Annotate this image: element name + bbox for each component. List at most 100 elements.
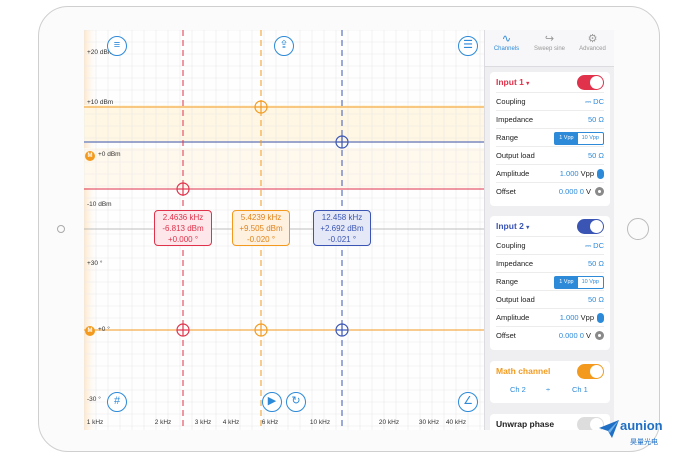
input1-offset-label: Offset: [496, 187, 516, 196]
refresh-icon: ↻: [291, 395, 301, 407]
marker-1-phase: +0.000 °: [167, 235, 199, 244]
input1-impedance-label: Impedance: [496, 115, 534, 124]
math-channel-toggle[interactable]: [577, 364, 604, 379]
input2-offset-label: Offset: [496, 331, 516, 340]
dc-icon: ⎓: [585, 241, 592, 250]
input2-amplitude-value[interactable]: 1.000 Vpp: [559, 313, 594, 322]
unwrap-phase-title: Unwrap phase: [496, 419, 555, 429]
input1-coupling-row[interactable]: Coupling ⎓ DC: [496, 92, 604, 111]
bode-plot[interactable]: +20 dBm +10 dBm +0 dBm -10 dBm +30 ° +0 …: [84, 30, 484, 430]
input1-impedance-value[interactable]: 50 Ω: [587, 115, 604, 124]
input1-amplitude-label: Amplitude: [496, 169, 530, 178]
input1-output-load-value[interactable]: 50 Ω: [587, 151, 604, 160]
settings-sliders-button[interactable]: ☰: [458, 36, 478, 56]
y-label-0dbm: +0 dBm: [98, 151, 121, 158]
input2-coupling-row[interactable]: Coupling ⎓ DC: [496, 236, 604, 255]
input2-title[interactable]: Input 2 ▾: [496, 221, 530, 231]
unwrap-phase-toggle[interactable]: [577, 417, 604, 430]
input2-offset-gear-icon[interactable]: [595, 331, 604, 340]
input1-toggle[interactable]: [577, 75, 604, 90]
input2-range-1vpp[interactable]: 1 Vpp: [555, 277, 578, 288]
x-label-1khz: 1 kHz: [86, 419, 104, 426]
input1-range-10vpp[interactable]: 10 Vpp: [581, 135, 599, 141]
measure-button[interactable]: ∠: [458, 392, 478, 412]
marker-1-freq: 2.4636 kHz: [162, 213, 204, 222]
play-pause-icon: ▶: [267, 395, 277, 407]
y-label-minus10dbm: -10 dBm: [87, 201, 112, 208]
input1-offset-value[interactable]: 0.000 0 V: [558, 187, 591, 196]
input1-offset-gear-icon[interactable]: [595, 187, 604, 196]
y-label-20dbm: +20 dBm: [87, 49, 114, 56]
input2-output-load-row[interactable]: Output load 50 Ω: [496, 290, 604, 309]
input2-coupling-label: Coupling: [496, 241, 526, 250]
home-button[interactable]: [627, 218, 649, 240]
grid-toggle-button[interactable]: #: [107, 392, 127, 412]
sweep-icon: ↪: [544, 33, 555, 45]
input1-output-load-label: Output load: [496, 151, 535, 160]
paper-plane-icon: [599, 420, 619, 438]
marker-2-readout[interactable]: 5.4239 kHz +9.505 dBm -0.020 °: [232, 210, 290, 246]
app-screen: +20 dBm +10 dBm +0 dBm -10 dBm +30 ° +0 …: [84, 30, 614, 430]
math-magnitude-tag[interactable]: M: [85, 151, 95, 161]
input1-range-1vpp[interactable]: 1 Vpp: [555, 133, 578, 144]
tab-advanced-label: Advanced: [579, 46, 606, 52]
input1-card: Input 1 ▾ Coupling ⎓ DC Impedance 50 Ω R…: [490, 72, 610, 206]
math-left-operand[interactable]: Ch 2: [510, 385, 526, 394]
input2-output-load-value[interactable]: 50 Ω: [587, 295, 604, 304]
hamburger-icon: ≡: [113, 39, 121, 51]
marker-2-freq: 5.4239 kHz: [240, 213, 282, 222]
y-label-0deg: +0 °: [98, 326, 110, 333]
input2-output-load-label: Output load: [496, 295, 535, 304]
x-label-20khz: 20 kHz: [378, 419, 400, 426]
input2-range-row: Range 1 Vpp 10 Vpp: [496, 272, 604, 291]
input1-range-label: Range: [496, 133, 519, 142]
input1-offset-row[interactable]: Offset 0.000 0 V: [496, 182, 604, 201]
input1-output-load-row[interactable]: Output load 50 Ω: [496, 146, 604, 165]
plot-canvas: [84, 30, 484, 430]
tab-channels[interactable]: ∿ Channels: [485, 32, 528, 52]
input2-amplitude-row[interactable]: Amplitude 1.000 Vpp: [496, 308, 604, 327]
input1-title[interactable]: Input 1 ▾: [496, 77, 530, 87]
input2-coupling-value[interactable]: ⎓ DC: [585, 241, 604, 250]
marker-3-mag: +2.692 dBm: [320, 224, 364, 233]
ruler-icon: ∠: [463, 395, 473, 407]
input2-amplitude-label: Amplitude: [496, 313, 530, 322]
x-label-10khz: 10 kHz: [309, 419, 331, 426]
input1-amplitude-row[interactable]: Amplitude 1.000 Vpp: [496, 164, 604, 183]
tab-advanced[interactable]: ⚙ Advanced: [571, 32, 614, 52]
input2-toggle[interactable]: [577, 219, 604, 234]
autoscale-button[interactable]: ↻: [286, 392, 306, 412]
waveform-icon: ∿: [501, 33, 512, 45]
marker-1-mag: -6.813 dBm: [162, 224, 204, 233]
input2-impedance-label: Impedance: [496, 259, 534, 268]
input2-offset-row[interactable]: Offset 0.000 0 V: [496, 326, 604, 345]
math-phase-tag[interactable]: M: [85, 326, 95, 336]
math-operator[interactable]: ÷: [546, 385, 551, 394]
phase-band: [84, 148, 484, 188]
marker-3-readout[interactable]: 12.458 kHz +2.692 dBm -0.021 °: [313, 210, 371, 246]
cloud-upload-button[interactable]: ⇪: [274, 36, 294, 56]
input1-amplitude-value[interactable]: 1.000 Vpp: [559, 169, 594, 178]
input2-impedance-value[interactable]: 50 Ω: [587, 259, 604, 268]
math-channel-title: Math channel: [496, 366, 551, 376]
unwrap-phase-card: Unwrap phase: [490, 414, 610, 430]
input2-offset-value[interactable]: 0.000 0 V: [558, 331, 591, 340]
input1-impedance-row[interactable]: Impedance 50 Ω: [496, 110, 604, 129]
play-pause-button[interactable]: ▶: [262, 392, 282, 412]
input2-amplitude-slider[interactable]: [597, 313, 604, 323]
dc-icon: ⎓: [585, 97, 592, 106]
menu-button[interactable]: ≡: [107, 36, 127, 56]
input1-coupling-value[interactable]: ⎓ DC: [585, 97, 604, 106]
marker-1-readout[interactable]: 2.4636 kHz -6.813 dBm +0.000 °: [154, 210, 212, 246]
tab-sweep-sine[interactable]: ↪ Sweep sine: [528, 32, 571, 52]
math-right-operand[interactable]: Ch 1: [572, 385, 588, 394]
input2-range-10vpp[interactable]: 10 Vpp: [581, 279, 599, 285]
input2-impedance-row[interactable]: Impedance 50 Ω: [496, 254, 604, 273]
sliders-icon: ☰: [463, 39, 473, 51]
marker-2-mag: +9.505 dBm: [239, 224, 283, 233]
settings-panel: ∿ Channels ↪ Sweep sine ⚙ Advanced Input…: [484, 30, 614, 430]
brand-name-cn: 昊量光电: [630, 439, 658, 446]
chevron-down-icon: ▾: [526, 225, 530, 231]
input1-amplitude-slider[interactable]: [597, 169, 604, 179]
tab-channels-label: Channels: [493, 46, 520, 52]
